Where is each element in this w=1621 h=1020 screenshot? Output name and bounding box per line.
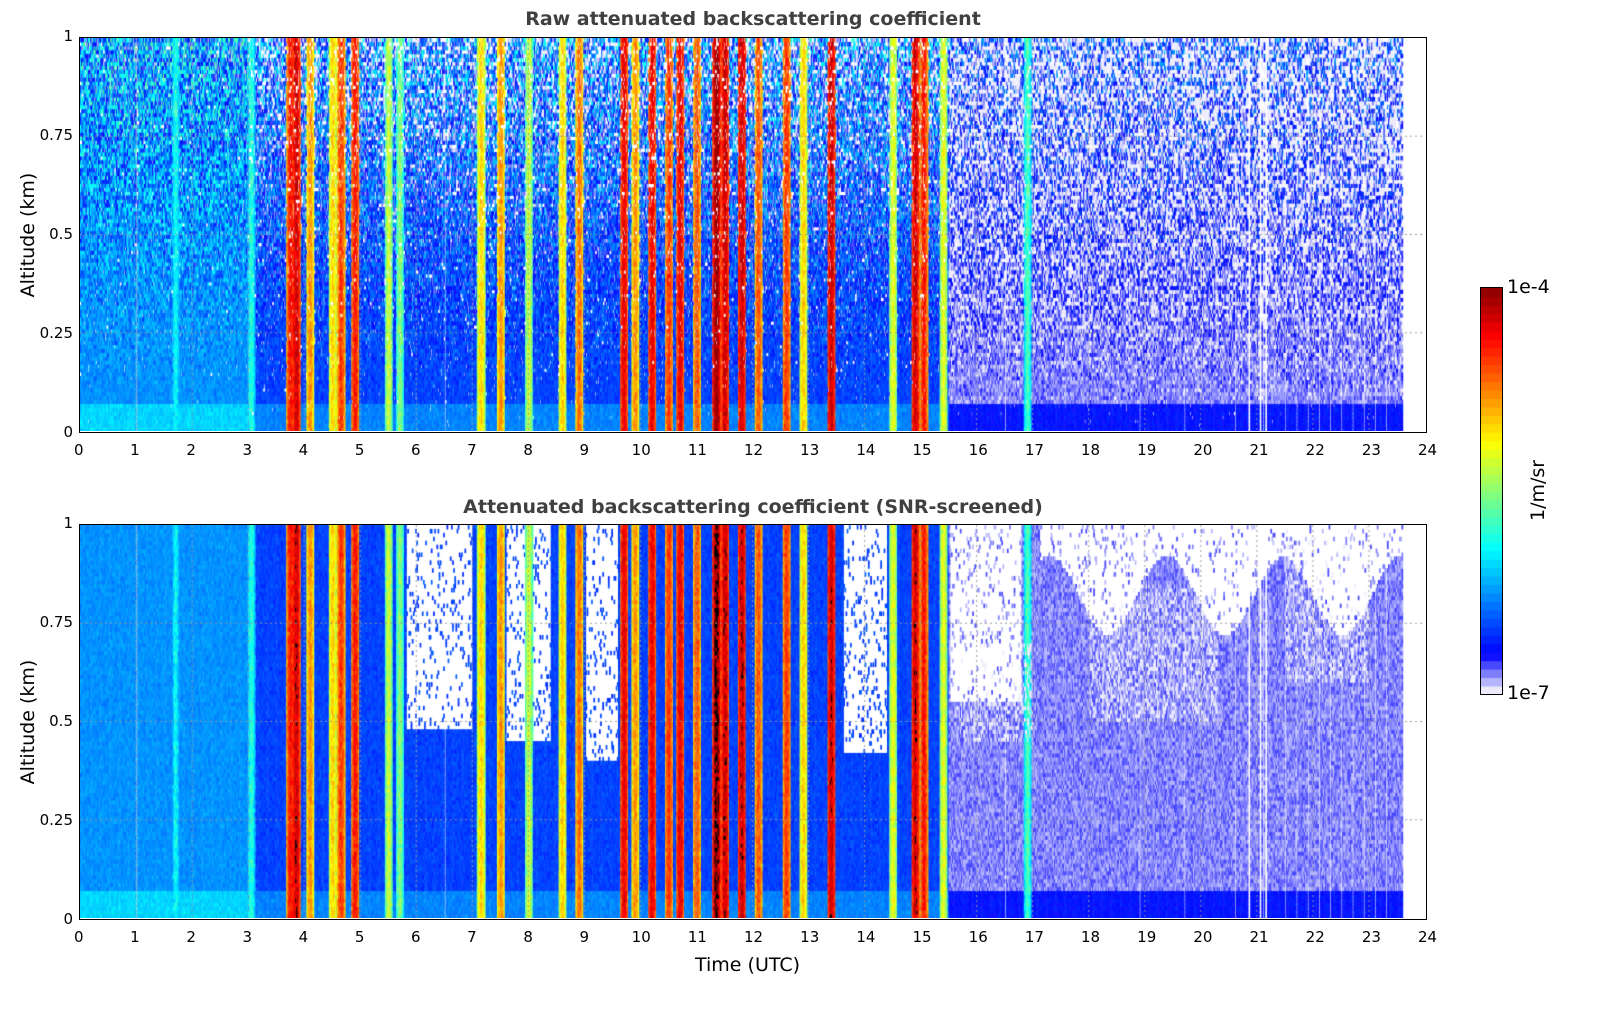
x-tick-label: 24 [1418, 441, 1438, 459]
x-tick-label: 19 [1137, 441, 1157, 459]
y-tick-label: 1 [63, 514, 73, 532]
x-tick-label: 14 [856, 441, 876, 459]
x-tick-label: 1 [130, 441, 140, 459]
x-tick-label: 11 [687, 441, 707, 459]
x-tick-label: 22 [1305, 928, 1325, 946]
x-tick-label: 1 [130, 928, 140, 946]
x-tick-label: 21 [1249, 928, 1269, 946]
x-tick-label: 15 [912, 441, 932, 459]
y-tick-label: 0.75 [39, 613, 73, 631]
x-tick-label: 8 [523, 441, 533, 459]
x-tick-label: 20 [1193, 441, 1213, 459]
plot-raw [79, 37, 1427, 433]
y-axis-label-screened: Altitude (km) [17, 659, 39, 785]
x-tick-label: 8 [523, 928, 533, 946]
x-tick-label: 6 [411, 928, 421, 946]
x-tick-label: 4 [298, 928, 309, 946]
x-tick-label: 16 [968, 441, 988, 459]
x-tick-label: 15 [912, 928, 932, 946]
y-axis-label-raw: Altitude (km) [17, 172, 39, 298]
x-tick-label: 18 [1081, 928, 1101, 946]
x-tick-label: 23 [1361, 928, 1381, 946]
y-tick-label: 0.25 [39, 324, 73, 342]
y-tick-label: 1 [63, 27, 73, 45]
colorbar-max-label: 1e-4 [1507, 276, 1550, 298]
x-tick-label: 7 [467, 441, 477, 459]
x-tick-label: 6 [411, 441, 421, 459]
x-tick-label: 14 [856, 928, 876, 946]
x-tick-label: 9 [579, 928, 590, 946]
x-tick-label: 17 [1024, 441, 1044, 459]
x-tick-label: 20 [1193, 928, 1213, 946]
x-tick-label: 10 [631, 928, 651, 946]
y-tick-label: 0 [63, 423, 73, 441]
x-tick-label: 10 [631, 441, 651, 459]
heatmap-raw [80, 38, 1425, 431]
x-tick-label: 5 [354, 928, 365, 946]
x-tick-label: 13 [800, 441, 820, 459]
x-tick-label: 23 [1361, 441, 1381, 459]
x-tick-label: 11 [687, 928, 707, 946]
x-tick-label: 18 [1081, 441, 1101, 459]
plot-screened [79, 524, 1427, 920]
y-tick-label: 0.5 [49, 712, 73, 730]
x-tick-label: 22 [1305, 441, 1325, 459]
colorbar-label: 1/m/sr [1527, 459, 1549, 521]
x-tick-label: 7 [467, 928, 477, 946]
y-tick-label: 0.25 [39, 811, 73, 829]
x-tick-label: 5 [354, 441, 365, 459]
colorbar [1480, 287, 1503, 695]
x-tick-label: 21 [1249, 441, 1269, 459]
x-tick-label: 3 [242, 928, 253, 946]
x-tick-label: 9 [579, 441, 590, 459]
x-tick-label: 12 [744, 441, 764, 459]
colorbar-min-label: 1e-7 [1507, 682, 1550, 704]
x-axis-label: Time (UTC) [695, 954, 801, 976]
x-tick-label: 3 [242, 441, 253, 459]
x-tick-label: 2 [186, 928, 196, 946]
heatmap-screened [80, 525, 1425, 918]
x-tick-label: 0 [74, 928, 84, 946]
x-tick-label: 0 [74, 441, 84, 459]
x-tick-label: 12 [744, 928, 764, 946]
x-tick-label: 19 [1137, 928, 1157, 946]
x-tick-label: 13 [800, 928, 820, 946]
chart-title-raw: Raw attenuated backscattering coefficien… [525, 8, 981, 30]
x-tick-label: 16 [968, 928, 988, 946]
x-tick-label: 4 [298, 441, 309, 459]
x-tick-label: 24 [1418, 928, 1438, 946]
y-tick-label: 0.5 [49, 225, 73, 243]
x-tick-label: 2 [186, 441, 196, 459]
x-tick-label: 17 [1024, 928, 1044, 946]
y-tick-label: 0 [63, 910, 73, 928]
chart-title-screened: Attenuated backscattering coefficient (S… [463, 496, 1043, 518]
y-tick-label: 0.75 [39, 126, 73, 144]
